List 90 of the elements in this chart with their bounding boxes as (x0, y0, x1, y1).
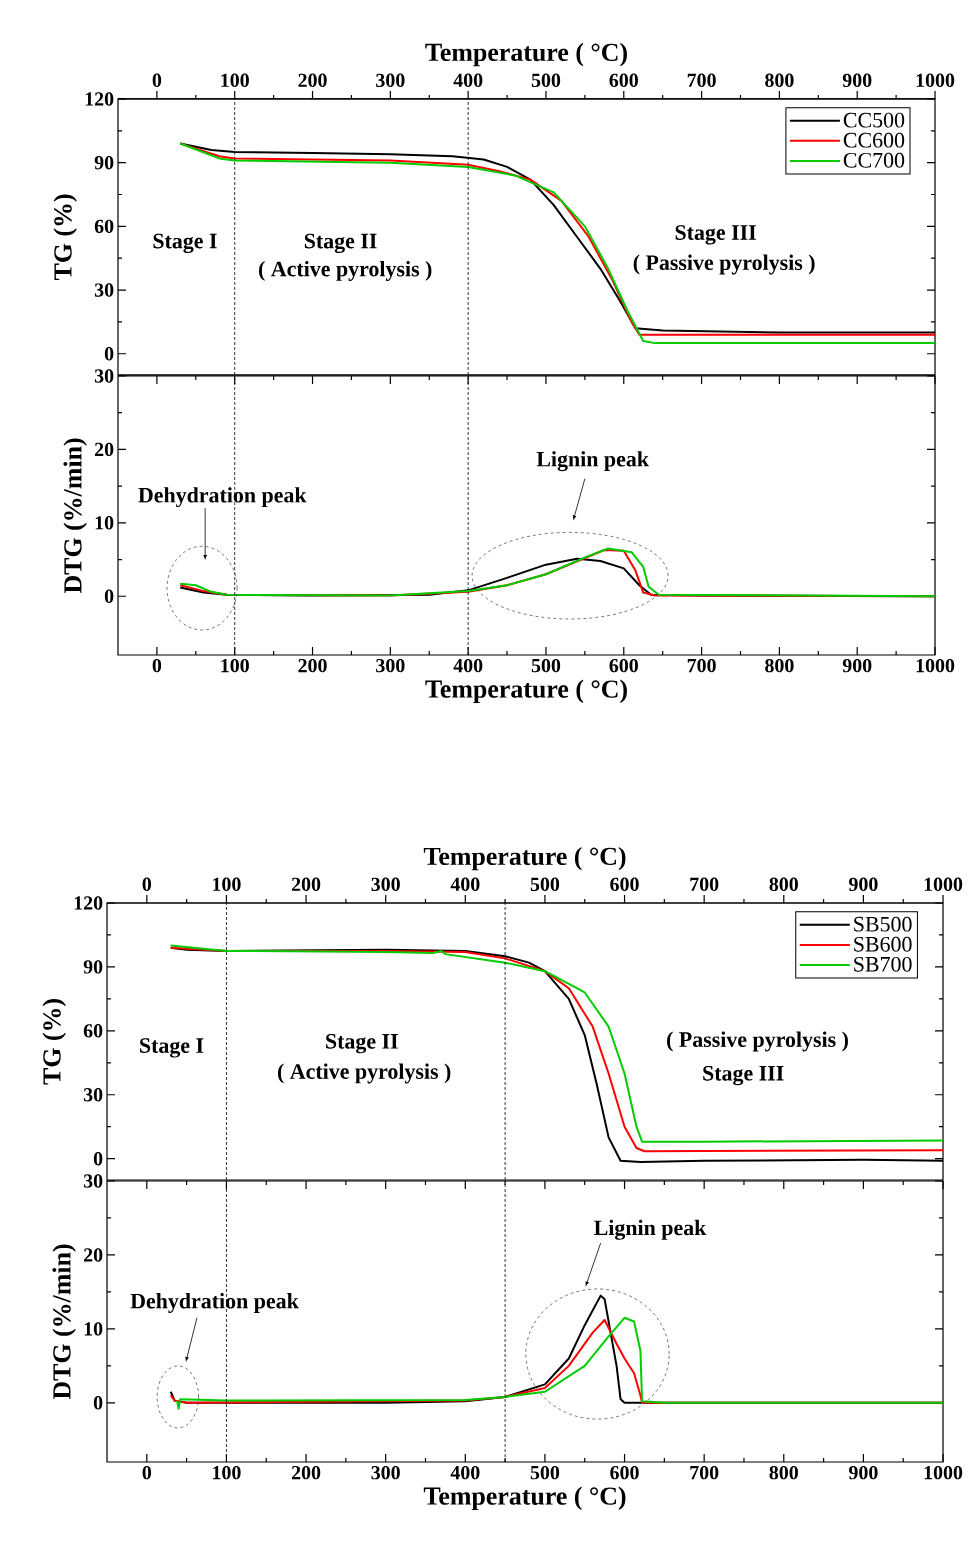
y-tick-label: 0 (93, 1151, 103, 1166)
x2-tick-label: 1000 (916, 73, 955, 88)
x2-tick-label: 0 (152, 73, 162, 88)
annotation: ( Active pyrolysis ) (277, 1063, 451, 1084)
x-tick-label: 800 (769, 1465, 798, 1480)
x-tick-label: 0 (142, 1465, 152, 1480)
annotation: Stage III (703, 1065, 784, 1086)
x-tick-label: 500 (530, 1465, 560, 1480)
x-tick-label: 1000 (916, 658, 955, 673)
annotation: Dehydration peak (130, 1293, 299, 1313)
y-tick-label: 120 (85, 92, 114, 106)
x2-axis-title: Temperature ( °C) (425, 42, 627, 67)
y-axis-title: TG (%) (42, 999, 66, 1085)
annotation: ( Passive pyrolysis ) (667, 1031, 848, 1052)
legend-label: CC700 (843, 152, 905, 168)
y-tick-label: 20 (95, 442, 114, 457)
annotation: Stage II (326, 1033, 398, 1054)
annotation: Stage I (140, 1038, 204, 1058)
x2-tick-label: 1000 (924, 877, 963, 892)
annotation: ( Active pyrolysis ) (259, 260, 432, 281)
x2-tick-label: 800 (769, 877, 798, 892)
x-axis-title: Temperature ( °C) (423, 1486, 626, 1511)
x-axis-title: Temperature ( °C) (425, 679, 627, 704)
x2-tick-label: 100 (221, 73, 249, 88)
y-tick-label: 60 (94, 219, 114, 234)
x2-tick-label: 400 (450, 877, 480, 892)
x-tick-label: 900 (842, 658, 872, 673)
x-tick-label: 500 (531, 658, 561, 673)
x-tick-label: 300 (371, 1465, 400, 1480)
x2-axis-title: Temperature ( °C) (423, 846, 626, 871)
x2-tick-label: 600 (609, 73, 638, 88)
y-tick-label: 0 (93, 1396, 103, 1410)
x-tick-label: 600 (609, 658, 638, 673)
x-tick-label: 900 (849, 1465, 878, 1480)
annotation: Stage II (304, 233, 377, 254)
x2-tick-label: 100 (213, 877, 241, 892)
annotation: Stage III (675, 225, 756, 245)
y-axis-title: DTG (%/min) (63, 438, 87, 594)
y-tick-label: 90 (83, 960, 103, 974)
y-tick-label: 20 (84, 1248, 103, 1262)
legend-label: CC500 (843, 112, 905, 128)
x2-tick-label: 500 (530, 877, 560, 892)
y-tick-label: 30 (94, 369, 114, 383)
legend-label: SB700 (854, 956, 912, 972)
legend-label: CC600 (843, 132, 905, 148)
x-tick-label: 200 (291, 1465, 321, 1480)
y-tick-label: 10 (95, 516, 114, 530)
x-tick-label: 600 (610, 1465, 639, 1480)
x-tick-label: 800 (765, 658, 794, 673)
y-axis-title: TG (%) (53, 194, 77, 281)
x-tick-label: 400 (453, 658, 483, 673)
legend-label: SB600 (854, 936, 912, 952)
x-tick-label: 0 (152, 658, 162, 673)
x2-tick-label: 400 (453, 73, 483, 88)
y-tick-label: 0 (104, 347, 114, 361)
x-tick-label: 300 (376, 658, 405, 673)
x-tick-label: 700 (690, 1465, 719, 1480)
y-tick-label: 0 (104, 589, 114, 603)
x2-tick-label: 800 (765, 73, 794, 88)
x2-tick-label: 200 (298, 73, 327, 88)
annotation: Lignin peak (594, 1219, 707, 1240)
x2-tick-label: 900 (842, 73, 872, 88)
y-tick-label: 120 (74, 896, 103, 910)
y-tick-label: 10 (84, 1322, 103, 1336)
annotation: Lignin peak (536, 451, 649, 472)
y-tick-label: 30 (83, 1174, 103, 1188)
x-tick-label: 100 (213, 1465, 241, 1480)
y-tick-label: 60 (83, 1024, 103, 1038)
x2-tick-label: 600 (610, 877, 639, 892)
x-tick-label: 1000 (924, 1465, 963, 1480)
x-tick-label: 100 (221, 658, 249, 673)
x2-tick-label: 200 (291, 877, 321, 892)
x2-tick-label: 0 (142, 877, 152, 892)
annotation: ( Passive pyrolysis ) (633, 254, 815, 275)
annotation: Dehydration peak (138, 487, 307, 508)
x2-tick-label: 500 (531, 73, 561, 88)
x2-tick-label: 300 (371, 877, 400, 892)
x-tick-label: 200 (298, 658, 327, 673)
x2-tick-label: 700 (690, 877, 719, 892)
annotation: Stage I (153, 233, 217, 254)
y-axis-title: DTG (%/min) (52, 1244, 76, 1400)
y-tick-label: 30 (94, 283, 114, 297)
x2-tick-label: 300 (376, 73, 405, 88)
x2-tick-label: 900 (849, 877, 878, 892)
legend-label: SB500 (854, 916, 912, 932)
x2-tick-label: 700 (687, 73, 716, 88)
x-tick-label: 400 (450, 1465, 480, 1480)
y-tick-label: 30 (83, 1088, 103, 1102)
x-tick-label: 700 (687, 658, 716, 673)
y-tick-label: 90 (94, 155, 114, 170)
